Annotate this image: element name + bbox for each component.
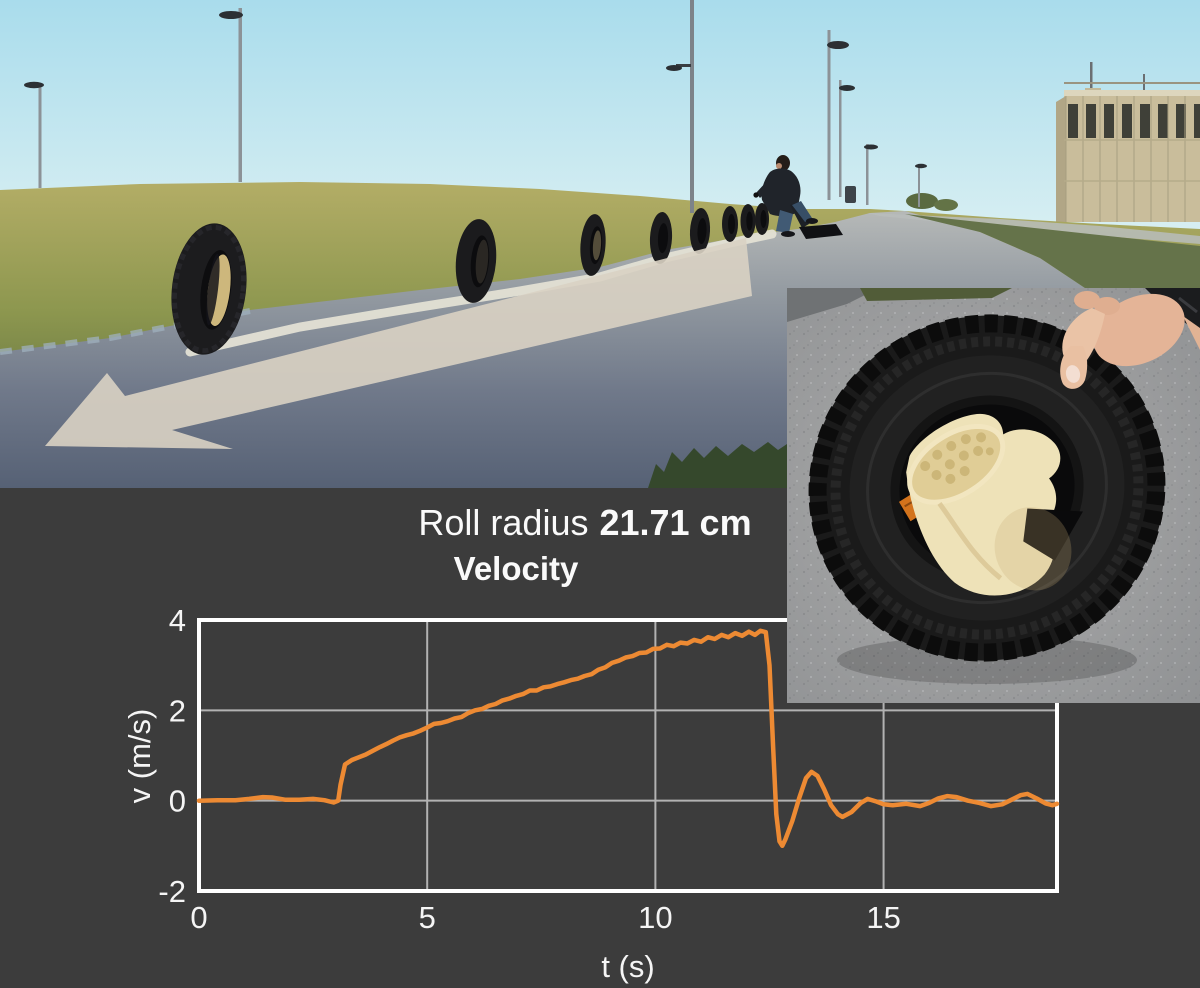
roll-radius-label: Roll radius <box>418 502 589 543</box>
inset-tire <box>808 314 1166 662</box>
rolling-tire <box>171 223 247 355</box>
right-grass <box>905 214 1200 288</box>
hand <box>1060 288 1200 389</box>
direction-arrow-overlay <box>45 238 752 449</box>
thumbnail <box>1065 365 1081 383</box>
launch-mat <box>799 224 843 239</box>
velocity-curve <box>196 628 1060 849</box>
tire-sequence <box>171 203 769 355</box>
x-axis-tick-label: 5 <box>419 900 436 935</box>
inset-grass-strip <box>860 288 1012 301</box>
printed-insert <box>906 413 1083 596</box>
rolling-tire <box>689 208 711 254</box>
bush <box>934 199 958 211</box>
inset-road-corner <box>787 288 879 322</box>
y-axis-label: v (m/s) <box>122 709 157 804</box>
person-crouching <box>753 155 818 237</box>
y-axis-tick-label: 2 <box>169 693 186 728</box>
x-axis-label: t (s) <box>601 949 654 984</box>
parking-garage-building <box>1056 62 1200 228</box>
rolling-tire <box>455 219 497 303</box>
rolling-tire <box>740 204 756 238</box>
bush <box>906 193 938 209</box>
x-axis-tick-label: 15 <box>866 900 900 935</box>
foreground-grass <box>648 442 787 488</box>
tire-insert-inset-photo <box>787 288 1200 703</box>
light-poles <box>24 0 927 213</box>
x-axis-tick-label: 10 <box>638 900 672 935</box>
insert-top-face <box>907 423 1006 505</box>
y-axis-tick-label: -2 <box>158 874 186 909</box>
roll-radius-title: Roll radius 21.71 cm <box>285 502 885 544</box>
rolling-tire <box>722 206 738 242</box>
chart-title: Velocity <box>453 550 579 587</box>
plot-border <box>197 618 1059 893</box>
insert-opening <box>1023 508 1083 561</box>
x-axis-tick-label: 0 <box>190 900 207 935</box>
y-axis-tick-label: 4 <box>169 603 186 638</box>
honeycomb-pattern <box>920 432 994 484</box>
roll-radius-value: 21.71 cm <box>599 502 752 543</box>
rolling-tire <box>755 203 769 235</box>
y-axis-tick-label: 0 <box>169 784 186 819</box>
rolling-tire <box>580 214 606 276</box>
rolling-tire <box>649 212 673 264</box>
trash-bin <box>845 186 856 203</box>
